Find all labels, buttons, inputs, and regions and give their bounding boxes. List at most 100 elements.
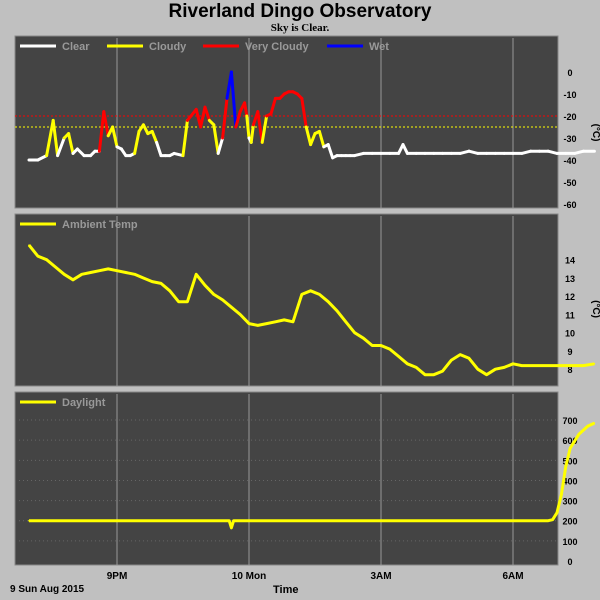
sky-temp-segment-84: [467, 149, 480, 155]
sky-temp-segment-46: [249, 123, 255, 144]
ytick-label-daylight-5: 200: [562, 517, 577, 527]
data-point-ambient-temp-14: [151, 280, 153, 283]
sky-temp-segment-6: [67, 132, 75, 155]
data-point-ambient-temp-20: [204, 284, 206, 287]
data-point-ambient-temp-30: [292, 320, 294, 323]
data-point-daylight-0: [28, 519, 30, 522]
sky-temp-segment-96: [573, 149, 585, 155]
data-point-ambient-temp-21: [213, 293, 215, 296]
data-point-ambient-temp-44: [415, 366, 418, 369]
sky-temp-segment-62: [317, 129, 326, 149]
data-point-daylight-2: [116, 519, 118, 522]
data-point-ambient-temp-55: [512, 362, 514, 365]
data-point-ambient-temp-43: [406, 362, 409, 365]
data-point-ambient-temp-33: [318, 293, 321, 296]
data-point-daylight-6: [230, 526, 233, 529]
data-point-ambient-temp-3: [54, 266, 57, 268]
data-point-daylight-18: [551, 518, 554, 521]
data-point-ambient-temp-22: [221, 299, 224, 301]
data-point-ambient-temp-53: [494, 368, 497, 371]
data-point-daylight-20: [560, 493, 563, 496]
ytick-label-ambient-temp-0: 14: [565, 256, 575, 266]
x-axis-title: Time: [273, 584, 299, 596]
ytick-label-ambient-temp-5: 9: [567, 347, 572, 357]
ytick-label-daylight-2: 500: [562, 456, 577, 466]
data-point-ambient-temp-62: [573, 364, 576, 367]
data-point-daylight-25: [593, 422, 596, 424]
data-point-ambient-temp-9: [107, 268, 109, 270]
sky-temp-segment-8: [75, 147, 86, 158]
page-title: Riverland Dingo Observatory: [168, 1, 432, 22]
sky-temp-segment-13: [102, 110, 110, 138]
sky-temp-segment-29: [172, 151, 185, 158]
data-point-ambient-temp-13: [142, 277, 145, 279]
data-point-ambient-temp-23: [230, 306, 233, 308]
sky-temp-segment-20: [133, 129, 141, 155]
data-point-daylight-22: [569, 447, 571, 450]
sky-temp-segment-12: [97, 110, 106, 153]
plot-panel-daylight: [14, 391, 559, 566]
xtick-label-2: 3AM: [370, 571, 391, 582]
data-point-ambient-temp-19: [195, 273, 197, 276]
ytick-label-ambient-temp-3: 11: [565, 310, 575, 320]
data-point-ambient-temp-27: [265, 322, 268, 325]
sky-temp-segment-90: [520, 149, 533, 155]
ytick-label-daylight-1: 600: [562, 436, 577, 446]
ytick-label-sky-temperature-1: -10: [563, 90, 576, 100]
xtick-label-3: 6AM: [502, 571, 523, 582]
date-label: 9 Sun Aug 2015: [10, 584, 85, 595]
sky-temp-segment-34: [203, 105, 211, 122]
data-point-daylight-12: [424, 519, 426, 522]
data-point-ambient-temp-25: [248, 322, 250, 325]
data-point-ambient-temp-60: [556, 364, 558, 367]
data-point-ambient-temp-36: [345, 320, 347, 323]
data-point-ambient-temp-15: [160, 282, 162, 285]
ytick-label-sky-temperature-2: -20: [563, 112, 576, 122]
data-point-ambient-temp-50: [468, 357, 470, 360]
data-point-ambient-temp-59: [547, 364, 549, 367]
sky-temp-segment-22: [141, 123, 150, 136]
data-point-ambient-temp-34: [327, 300, 330, 303]
data-point-daylight-4: [204, 519, 206, 522]
sky-temp-segment-93: [546, 149, 559, 155]
ytick-label-daylight-3: 400: [562, 476, 577, 486]
sky-temp-segment-4: [56, 136, 66, 158]
sky-temp-segment-1: [36, 154, 49, 162]
ytick-label-ambient-temp-1: 13: [565, 274, 575, 284]
data-point-ambient-temp-41: [389, 348, 391, 350]
legend-label-sky-temperature-1: Cloudy: [149, 41, 187, 53]
data-point-daylight-21: [565, 465, 567, 468]
data-point-daylight-24: [587, 425, 589, 427]
data-point-daylight-1: [72, 519, 74, 522]
data-point-ambient-temp-28: [274, 320, 277, 323]
data-point-ambient-temp-6: [81, 273, 83, 276]
data-point-daylight-8: [248, 519, 250, 522]
data-point-daylight-16: [543, 519, 545, 522]
data-point-daylight-11: [380, 519, 382, 522]
data-point-ambient-temp-24: [239, 313, 241, 316]
data-point-ambient-temp-4: [63, 273, 65, 276]
data-point-ambient-temp-10: [116, 269, 118, 272]
data-point-ambient-temp-46: [433, 373, 435, 376]
data-point-ambient-temp-42: [397, 355, 400, 358]
sky-temp-segment-70: [353, 151, 365, 158]
data-point-ambient-temp-51: [477, 368, 479, 371]
legend-label-sky-temperature-0: Clear: [62, 41, 90, 53]
sky-temp-segment-37: [216, 136, 225, 155]
xtick-label-0: 9PM: [107, 571, 128, 582]
ytick-label-sky-temperature-0: 0: [567, 68, 572, 78]
data-point-ambient-temp-48: [450, 359, 453, 361]
series-line-daylight: [29, 421, 596, 530]
sky-temp-segment-58: [300, 96, 308, 129]
data-point-daylight-19: [556, 511, 558, 514]
sky-temp-segment-2: [45, 118, 55, 158]
data-point-ambient-temp-2: [45, 258, 48, 261]
data-point-ambient-temp-49: [459, 353, 462, 356]
data-point-ambient-temp-37: [353, 331, 356, 334]
ytick-label-sky-temperature-5: -50: [563, 178, 576, 188]
sky-temp-segment-41: [234, 110, 242, 129]
ytick-label-daylight-4: 300: [562, 497, 577, 507]
data-point-ambient-temp-39: [371, 344, 374, 347]
sky-temp-segment-59: [304, 125, 313, 147]
